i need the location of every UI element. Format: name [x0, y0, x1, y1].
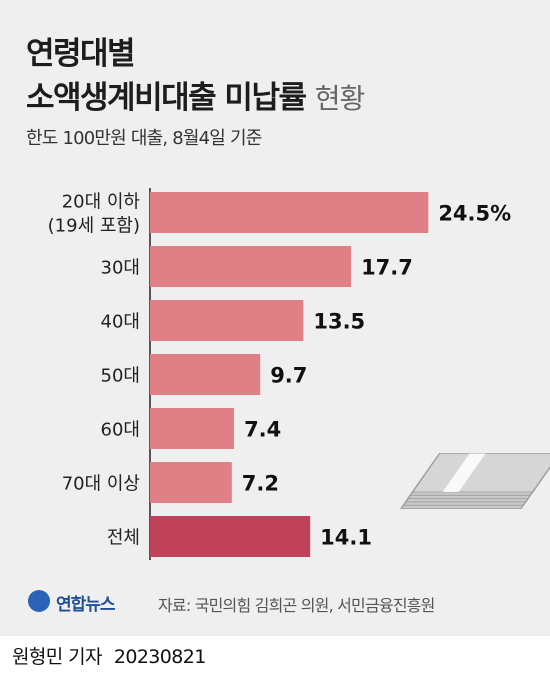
bar-0	[150, 192, 429, 233]
category-label-4: 60대	[101, 420, 140, 441]
value-label-0: 24.5%	[438, 202, 511, 226]
value-label-4: 7.4	[244, 418, 281, 442]
bar-2	[150, 300, 304, 341]
yonhap-logo-icon	[28, 590, 50, 612]
category-label-3: 50대	[101, 366, 140, 387]
source-note: 자료: 국민의힘 김희곤 의원, 서민금융진흥원	[158, 596, 435, 615]
category-label-0-line0: 20대 이하	[62, 192, 141, 213]
bar-chart: 24.5% 20대 이하 (19세 포함) 17.7 30대 13.5 40대 9.7 50대 7…	[48, 188, 550, 560]
chart-title-main: 소액생계비대출 미납률	[26, 80, 307, 116]
bar-6	[150, 516, 311, 557]
date: 20230821	[113, 646, 207, 668]
category-label-0-line1: (19세 포함)	[48, 216, 140, 237]
category-label-5: 70대 이상	[62, 474, 140, 495]
value-label-1: 17.7	[361, 256, 413, 280]
bar-4	[150, 408, 235, 449]
money-stack-icon	[400, 453, 550, 509]
bar-3	[150, 354, 261, 395]
category-label-6: 전체	[107, 528, 140, 549]
category-label-2: 40대	[101, 312, 140, 333]
logo-text: 연합뉴스	[56, 595, 116, 615]
chart-title-line1: 연령대별	[26, 36, 136, 72]
footer: 연합뉴스 자료: 국민의힘 김희곤 의원, 서민금융진흥원	[0, 578, 550, 628]
chart-subtitle: 한도 100만원 대출, 8월4일 기준	[26, 128, 262, 149]
category-label-1: 30대	[101, 258, 140, 279]
bar-1	[150, 246, 352, 287]
chart-title-line2: 소액생계비대출 미납률 현황	[26, 72, 366, 117]
author: 원형민 기자	[12, 646, 102, 668]
value-label-6: 14.1	[320, 526, 372, 550]
credit-line: 원형민 기자 20230821	[12, 642, 206, 669]
chart-title-suffix: 현황	[314, 82, 366, 115]
value-label-3: 9.7	[270, 364, 307, 388]
bar-5	[150, 462, 232, 503]
value-label-2: 13.5	[313, 310, 365, 334]
value-label-5: 7.2	[242, 472, 279, 496]
